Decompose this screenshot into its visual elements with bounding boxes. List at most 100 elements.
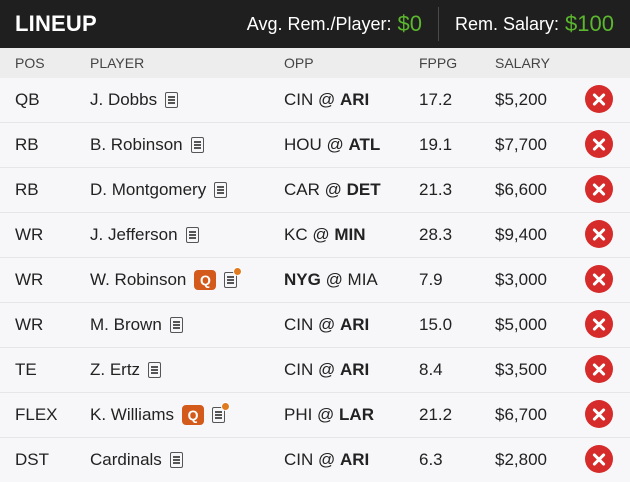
remaining-salary: Rem. Salary: $100 (439, 0, 630, 48)
remove-player-icon[interactable] (585, 355, 613, 383)
fppg-cell: 21.3 (419, 180, 453, 199)
column-header-fppg[interactable]: FPPG (419, 55, 458, 71)
table-row[interactable]: WR M. Brown CIN @ ARI 15.0 $5,000 (0, 303, 630, 348)
column-header-player[interactable]: PLAYER (90, 55, 145, 71)
player-name[interactable]: Z. Ertz (90, 360, 141, 379)
player-name[interactable]: J. Jefferson (90, 225, 178, 244)
remaining-salary-value: $100 (565, 11, 614, 36)
player-news-icon[interactable] (185, 227, 199, 243)
opponent-cell: NYG @ MIA (284, 270, 378, 290)
player-news-icon[interactable] (148, 362, 162, 378)
table-row[interactable]: WR J. Jefferson KC @ MIN 28.3 $9,400 (0, 213, 630, 258)
opponent-cell: CIN @ ARI (284, 90, 369, 110)
remove-player-icon[interactable] (585, 130, 613, 158)
player-cell[interactable]: B. Robinson (90, 135, 204, 155)
questionable-badge: Q (182, 405, 205, 425)
remove-player-icon[interactable] (585, 175, 613, 203)
salary-cell: $5,000 (495, 315, 547, 334)
table-row[interactable]: QB J. Dobbs CIN @ ARI 17.2 $5,200 (0, 78, 630, 123)
player-name[interactable]: D. Montgomery (90, 180, 207, 199)
table-row[interactable]: RB B. Robinson HOU @ ATL 19.1 $7,700 (0, 123, 630, 168)
opp-team-bold: NYG (284, 270, 321, 289)
opp-pre: KC @ (284, 225, 335, 244)
player-cell[interactable]: W. Robinson Q (90, 267, 243, 290)
player-news-icon[interactable] (169, 452, 183, 468)
remove-player-icon[interactable] (585, 85, 613, 113)
position-cell: DST (15, 450, 49, 469)
opponent-cell: PHI @ LAR (284, 405, 374, 425)
news-alert-dot (233, 267, 243, 276)
player-news-icon[interactable] (214, 182, 228, 198)
player-name[interactable]: Cardinals (90, 450, 162, 469)
table-row[interactable]: RB D. Montgomery CAR @ DET 21.3 $6,600 (0, 168, 630, 213)
news-alert-dot (221, 402, 231, 411)
player-cell[interactable]: Cardinals (90, 450, 183, 470)
player-name[interactable]: J. Dobbs (90, 90, 158, 109)
opp-team-bold: ARI (339, 450, 370, 469)
fppg-cell: 8.4 (419, 360, 443, 379)
player-name[interactable]: K. Williams (90, 405, 175, 424)
avg-remaining-label: Avg. Rem./Player: (246, 13, 392, 34)
column-header-opp[interactable]: OPP (284, 55, 314, 71)
table-row[interactable]: TE Z. Ertz CIN @ ARI 8.4 $3,500 (0, 348, 630, 393)
opp-pre: CIN @ (284, 360, 340, 379)
salary-cell: $5,200 (495, 90, 547, 109)
opp-pre: CIN @ (284, 90, 340, 109)
remove-player-icon[interactable] (585, 220, 613, 248)
player-cell[interactable]: Z. Ertz (90, 360, 162, 380)
opponent-cell: KC @ MIN (284, 225, 366, 245)
salary-cell: $2,800 (495, 450, 547, 469)
lineup-table: QB J. Dobbs CIN @ ARI 17.2 $5,200 RB B. Robins… (0, 78, 630, 482)
table-row[interactable]: WR W. Robinson Q NYG @ MIA 7.9 $3,000 (0, 258, 630, 303)
salary-cell: $3,000 (495, 270, 547, 289)
remaining-salary-label: Rem. Salary: (455, 13, 560, 34)
position-cell: WR (15, 270, 44, 289)
position-cell: TE (15, 360, 37, 379)
salary-cell: $9,400 (495, 225, 547, 244)
player-news-icon[interactable] (165, 92, 179, 108)
column-header-pos[interactable]: POS (15, 55, 45, 71)
page-title: LINEUP (15, 11, 97, 36)
player-cell[interactable]: J. Dobbs (90, 90, 179, 110)
fppg-cell: 15.0 (419, 315, 453, 334)
remove-player-icon[interactable] (585, 265, 613, 293)
avg-remaining-per-player: Avg. Rem./Player: $0 (231, 0, 438, 48)
salary-summary: Avg. Rem./Player: $0 Rem. Salary: $100 (231, 0, 630, 48)
fppg-cell: 21.2 (419, 405, 453, 424)
player-cell[interactable]: K. Williams Q (90, 402, 231, 425)
opp-team-bold: ARI (339, 90, 370, 109)
player-name[interactable]: W. Robinson (90, 270, 187, 289)
header-divider (438, 7, 440, 41)
avg-remaining-value: $0 (397, 11, 423, 36)
fppg-cell: 19.1 (419, 135, 453, 154)
opp-team-bold: ATL (348, 135, 381, 154)
opp-pre: CAR @ (284, 180, 347, 199)
table-row[interactable]: FLEX K. Williams Q PHI @ LAR 21.2 $6,700 (0, 393, 630, 438)
player-cell[interactable]: J. Jefferson (90, 225, 199, 245)
position-cell: RB (15, 135, 39, 154)
column-headers: POS PLAYER OPP FPPG SALARY (0, 48, 630, 78)
player-news-icon[interactable] (224, 267, 243, 288)
player-name[interactable]: M. Brown (90, 315, 162, 334)
opp-pre: HOU @ (284, 135, 349, 154)
fppg-cell: 28.3 (419, 225, 453, 244)
position-cell: WR (15, 225, 44, 244)
opponent-cell: CIN @ ARI (284, 315, 369, 335)
opponent-cell: CIN @ ARI (284, 360, 369, 380)
player-cell[interactable]: D. Montgomery (90, 180, 228, 200)
table-row[interactable]: DST Cardinals CIN @ ARI 6.3 $2,800 (0, 438, 630, 482)
remove-player-icon[interactable] (585, 445, 613, 473)
player-news-icon[interactable] (169, 317, 183, 333)
player-news-icon[interactable] (212, 402, 231, 423)
opp-team-bold: MIN (334, 225, 366, 244)
remove-player-icon[interactable] (585, 400, 613, 428)
opp-team-bold: DET (346, 180, 381, 199)
player-news-icon[interactable] (190, 137, 204, 153)
player-name[interactable]: B. Robinson (90, 135, 183, 154)
column-header-salary[interactable]: SALARY (495, 55, 550, 71)
salary-cell: $6,600 (495, 180, 547, 199)
opp-post: @ MIA (320, 270, 378, 289)
remove-player-icon[interactable] (585, 310, 613, 338)
player-cell[interactable]: M. Brown (90, 315, 183, 335)
opp-pre: CIN @ (284, 315, 340, 334)
